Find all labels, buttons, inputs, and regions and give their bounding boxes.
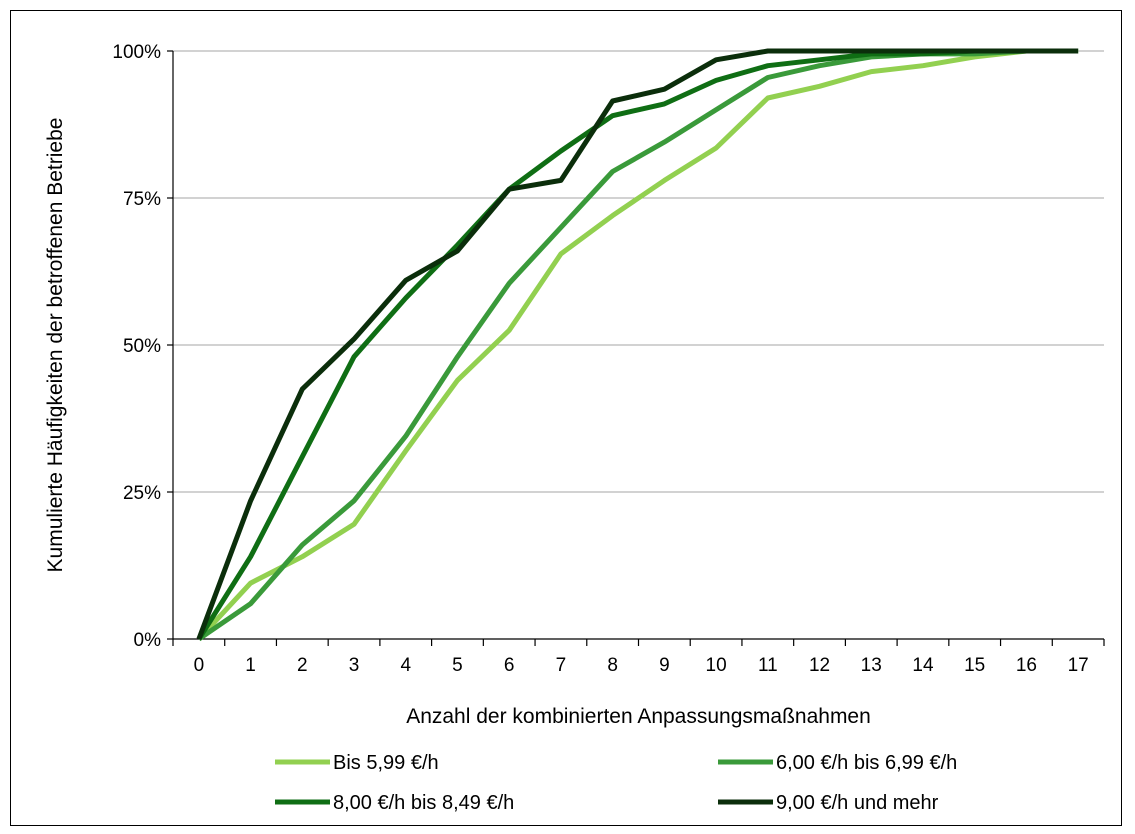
axes (167, 50, 1105, 646)
y-tick-label: 100% (112, 42, 161, 63)
legend-label: 8,00 €/h bis 8,49 €/h (333, 792, 514, 814)
grid-lines (173, 50, 1104, 493)
y-tick-labels: 0% 25% 50% 75% 100% (112, 42, 161, 651)
x-tick-label: 10 (706, 655, 727, 676)
x-tick-label: 14 (912, 655, 934, 676)
legend-label: Bis 5,99 €/h (333, 752, 439, 774)
x-axis-title: Anzahl der kombinierten Anpassungsmaßnah… (406, 705, 871, 728)
series-lines (196, 48, 1079, 642)
x-tick-label: 16 (1016, 655, 1037, 676)
legend: Bis 5,99 €/h 6,00 €/h bis 6,99 €/h 8,00 €/… (275, 752, 957, 814)
x-tick-label: 2 (297, 655, 308, 676)
y-axis-title: Kumulierte Häufigkeiten der betroffenen … (44, 118, 67, 573)
x-tick-label: 11 (758, 655, 778, 676)
x-tick-label: 17 (1068, 655, 1089, 676)
x-tick-label: 3 (349, 655, 360, 676)
x-tick-label: 5 (452, 655, 463, 676)
x-tick-label: 15 (964, 655, 985, 676)
x-tick-label: 6 (504, 655, 515, 676)
x-tick-labels: 0 1 2 3 4 5 6 7 8 9 10 11 12 13 14 15 16 17 (194, 655, 1089, 676)
y-tick-label: 0% (134, 630, 162, 651)
x-tick-label: 9 (659, 655, 670, 676)
series-line (197, 48, 1079, 641)
x-tick-label: 0 (194, 655, 205, 676)
x-tick-label: 7 (556, 655, 567, 676)
x-tick-label: 4 (400, 655, 411, 676)
x-tick-label: 1 (245, 655, 256, 676)
x-tick-label: 13 (861, 655, 882, 676)
x-tick-label: 8 (607, 655, 618, 676)
y-tick-label: 50% (123, 336, 161, 357)
y-tick-label: 25% (123, 483, 161, 504)
x-tick-label: 12 (809, 655, 830, 676)
series-line (196, 48, 1079, 640)
legend-label: 6,00 €/h bis 6,99 €/h (776, 752, 957, 774)
legend-label: 9,00 €/h und mehr (776, 792, 939, 814)
y-tick-label: 75% (123, 189, 161, 210)
